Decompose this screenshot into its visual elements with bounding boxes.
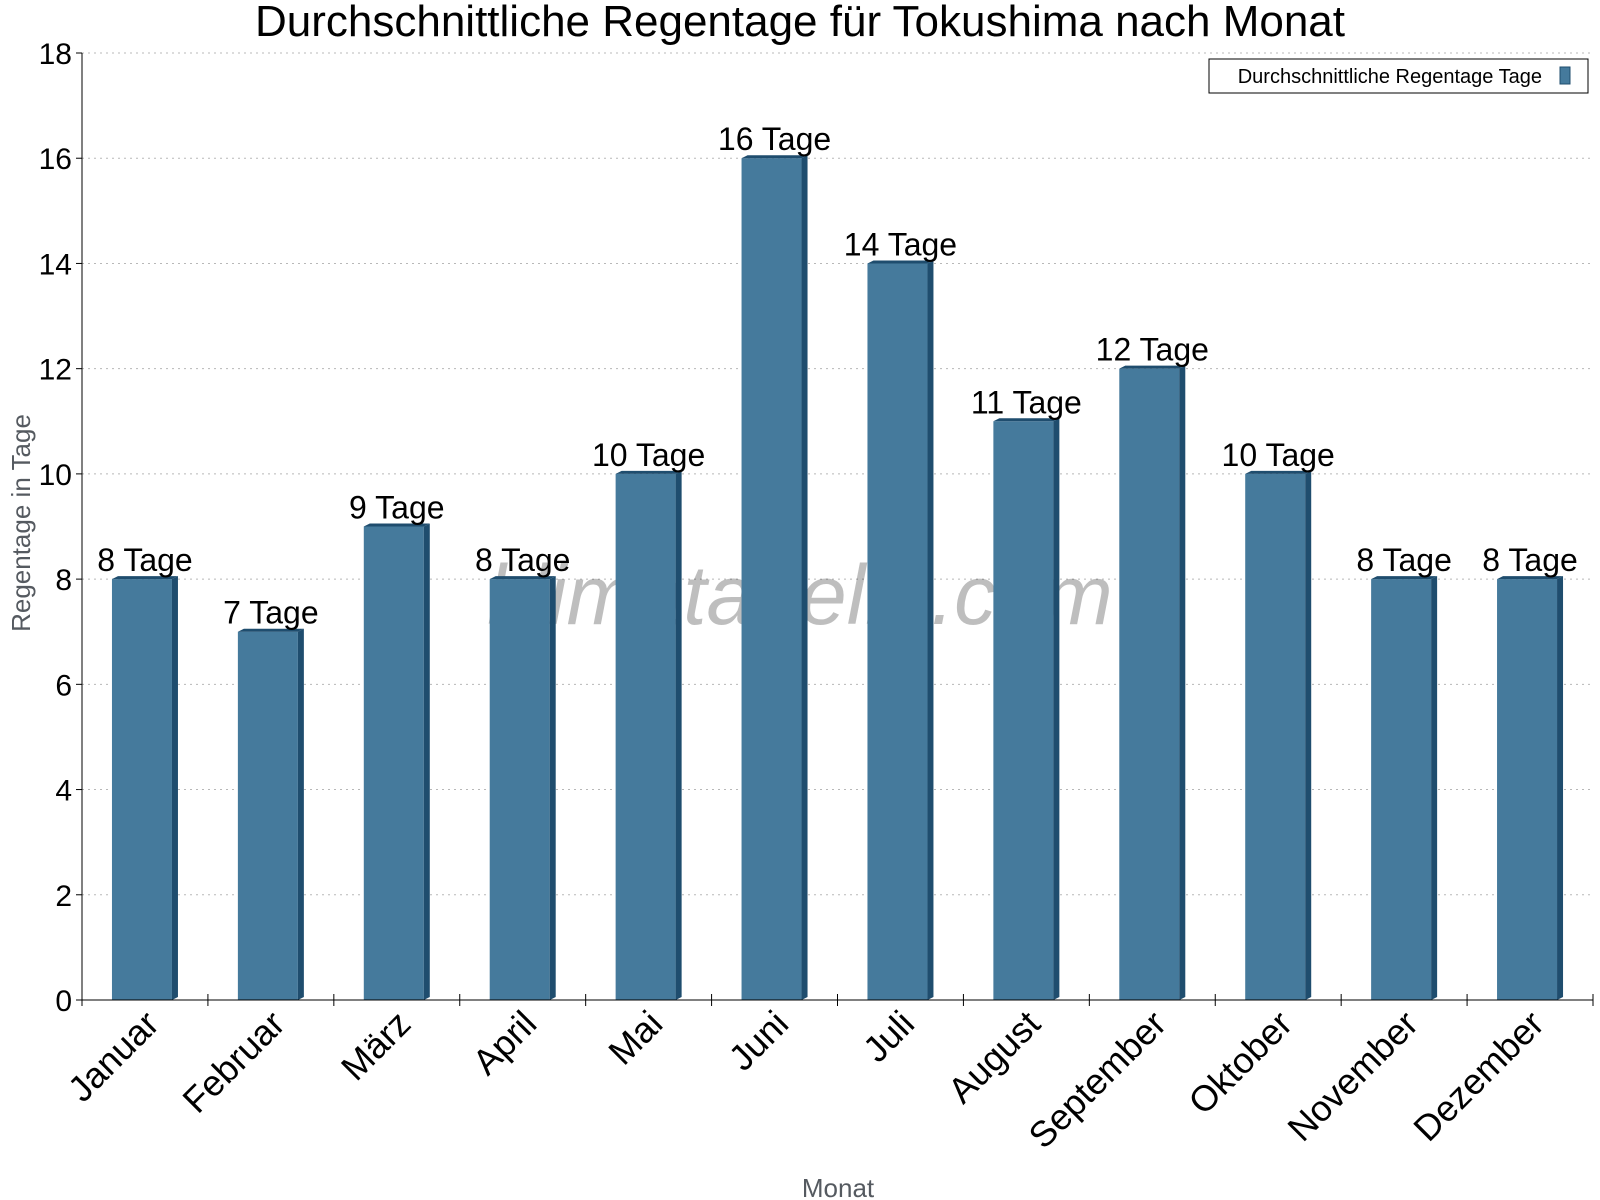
bar-top — [1119, 365, 1186, 369]
bar-front — [1497, 579, 1558, 1000]
bar-side — [1179, 365, 1186, 1001]
bar — [111, 576, 178, 1000]
x-tick-label: Januar — [60, 1003, 167, 1110]
data-label: 8 Tage — [475, 542, 571, 578]
x-axis-ticks: Januar Februar März April Mai Juni Juli AugustS… — [60, 994, 1594, 1157]
bar-top — [993, 418, 1060, 422]
bar-front — [741, 158, 802, 1000]
bar — [1119, 365, 1186, 1001]
y-tick-label: 12 — [39, 354, 72, 387]
y-tick-label: 6 — [55, 669, 72, 702]
x-tick-label: März — [333, 1003, 419, 1089]
bar-top — [1497, 576, 1564, 580]
bar-top — [489, 576, 556, 580]
bar-top — [1245, 470, 1312, 474]
bar-side — [171, 576, 178, 1000]
bar-front — [1371, 579, 1432, 1000]
bar-front — [993, 421, 1054, 1000]
bar-top — [741, 155, 808, 159]
chart-title: Durchschnittliche Regentage für Tokushim… — [255, 0, 1345, 46]
data-label: 14 Tage — [844, 226, 957, 262]
bar — [489, 576, 556, 1000]
y-tick-label: 2 — [55, 880, 72, 913]
bar-side — [927, 260, 934, 1000]
x-tick-label: Mai — [600, 1003, 670, 1073]
bar-series — [111, 155, 1564, 1001]
data-label: 10 Tage — [1222, 437, 1335, 473]
bar-front — [489, 579, 550, 1000]
data-label: 8 Tage — [97, 542, 193, 578]
data-label: 11 Tage — [971, 384, 1082, 420]
legend-swatch — [1559, 66, 1571, 85]
y-tick-label: 4 — [55, 775, 72, 808]
legend-label: Durchschnittliche Regentage Tage — [1238, 66, 1542, 88]
bar-top — [363, 523, 430, 527]
data-label: 12 Tage — [1096, 332, 1209, 368]
x-tick-label: August — [940, 1003, 1048, 1111]
bar — [741, 155, 808, 1000]
bar-front — [867, 263, 928, 1000]
bar-side — [1053, 418, 1060, 1000]
x-tick-label: Oktober — [1180, 1003, 1300, 1123]
axes — [81, 53, 1593, 1001]
bar-front — [363, 526, 424, 1000]
data-label: 10 Tage — [592, 437, 705, 473]
bar — [615, 470, 682, 1000]
y-tick-label: 8 — [55, 564, 72, 597]
bar-side — [675, 470, 682, 1000]
bar-front — [237, 631, 298, 1000]
bar-top — [237, 628, 304, 632]
x-tick-label: September — [1020, 1003, 1174, 1157]
data-label: 7 Tage — [223, 595, 319, 631]
bar-side — [801, 155, 808, 1000]
bar-side — [1431, 576, 1438, 1000]
x-tick-label: April — [464, 1003, 544, 1083]
y-axis-label: Regentage in Tage — [6, 414, 36, 632]
bar — [1371, 576, 1438, 1000]
x-tick-label: Februar — [174, 1003, 292, 1121]
bar-side — [549, 576, 556, 1000]
x-tick-label: Juni — [721, 1003, 797, 1079]
data-label: 8 Tage — [1482, 542, 1578, 578]
bar-front — [615, 473, 676, 1000]
bar-front — [111, 579, 172, 1000]
bar — [993, 418, 1060, 1000]
bar — [1497, 576, 1564, 1000]
bar-top — [615, 470, 682, 474]
x-tick-label: Dezember — [1405, 1003, 1551, 1149]
bar-front — [1119, 368, 1180, 1001]
legend: Durchschnittliche Regentage Tage — [1208, 58, 1589, 94]
bar-top — [867, 260, 934, 264]
data-label: 9 Tage — [349, 490, 445, 526]
y-tick-label: 16 — [39, 143, 72, 176]
bar-top — [111, 576, 178, 580]
legend-box — [1208, 58, 1589, 94]
x-tick-label: November — [1279, 1003, 1425, 1149]
bar — [867, 260, 934, 1000]
bar — [1245, 470, 1312, 1000]
bar-side — [1305, 470, 1312, 1000]
bar-side — [423, 523, 430, 1000]
x-tick-label: Juli — [855, 1003, 922, 1070]
bar-front — [1245, 473, 1306, 1000]
x-axis-label: Monat — [802, 1173, 875, 1200]
y-tick-label: 10 — [39, 459, 72, 492]
bar-side — [297, 628, 304, 1000]
data-label: 16 Tage — [718, 121, 831, 157]
data-label: 8 Tage — [1356, 542, 1452, 578]
y-tick-label: 14 — [39, 248, 72, 281]
y-axis-ticks: 0 2 4 6 8 10 12 14 16 18 — [39, 38, 82, 1018]
bar-top — [1371, 576, 1438, 580]
y-tick-label: 18 — [39, 38, 72, 71]
bar-side — [1557, 576, 1564, 1000]
bar — [363, 523, 430, 1000]
bar — [237, 628, 304, 1000]
data-labels: 8 Tage 7 Tage 9 Tage 8 Tage 10 Tage 16 Tage 14… — [97, 121, 1578, 631]
y-tick-label: 0 — [55, 985, 72, 1018]
grid-lines — [82, 52, 1593, 896]
